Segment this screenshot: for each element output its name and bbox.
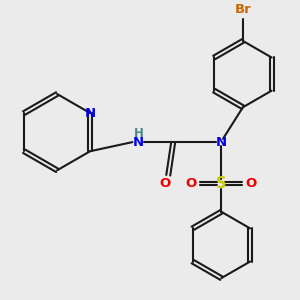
Text: Br: Br: [235, 3, 251, 16]
Text: H: H: [134, 127, 143, 140]
Text: N: N: [133, 136, 144, 148]
Text: S: S: [216, 176, 226, 191]
Text: O: O: [159, 177, 171, 190]
Text: N: N: [216, 136, 227, 148]
Text: N: N: [85, 106, 96, 120]
Text: O: O: [186, 177, 197, 190]
Text: O: O: [246, 177, 257, 190]
